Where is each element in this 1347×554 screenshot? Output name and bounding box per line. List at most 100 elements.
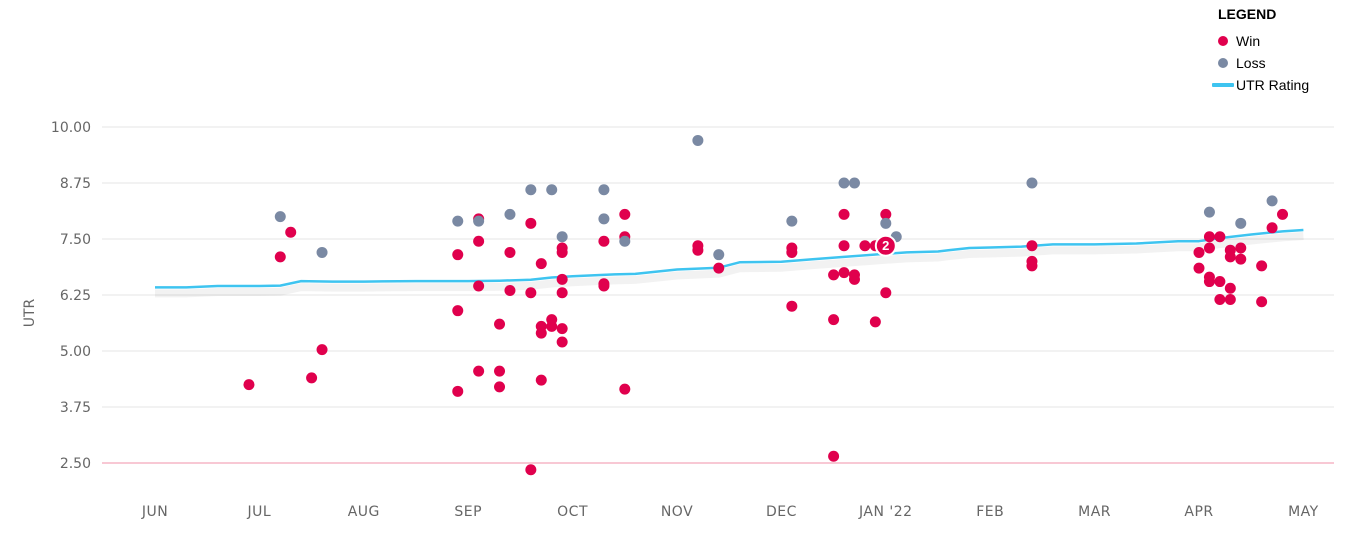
- win-point[interactable]: [525, 217, 537, 229]
- win-point[interactable]: [619, 383, 631, 395]
- win-point[interactable]: [828, 314, 840, 326]
- legend-item-utr-rating[interactable]: UTR Rating: [1210, 74, 1340, 96]
- win-point[interactable]: [713, 262, 725, 274]
- win-point[interactable]: [556, 287, 568, 299]
- loss-point[interactable]: [504, 208, 516, 220]
- win-point[interactable]: [556, 242, 568, 254]
- rating-line-icon: [1212, 83, 1234, 87]
- loss-point[interactable]: [546, 184, 558, 196]
- win-point[interactable]: [494, 381, 506, 393]
- win-point[interactable]: [598, 278, 610, 290]
- win-point[interactable]: [243, 379, 255, 391]
- win-point[interactable]: [546, 314, 558, 326]
- win-point[interactable]: [556, 273, 568, 285]
- win-point[interactable]: [828, 450, 840, 462]
- win-point[interactable]: [1235, 242, 1247, 254]
- win-point[interactable]: [494, 365, 506, 377]
- loss-point[interactable]: [1203, 206, 1215, 218]
- legend-title: LEGEND: [1218, 6, 1277, 22]
- win-point[interactable]: [838, 267, 850, 279]
- loss-point[interactable]: [556, 231, 568, 243]
- win-point[interactable]: [1235, 253, 1247, 265]
- win-point[interactable]: [535, 320, 547, 332]
- win-point[interactable]: [1203, 242, 1215, 254]
- legend-item-win[interactable]: Win: [1210, 30, 1340, 52]
- loss-point[interactable]: [473, 215, 485, 227]
- win-point[interactable]: [556, 336, 568, 348]
- win-point[interactable]: [473, 365, 485, 377]
- loss-point[interactable]: [713, 249, 725, 261]
- loss-point[interactable]: [1235, 217, 1247, 229]
- y-tick-label: 10.00: [51, 120, 91, 136]
- y-tick-label: 2.50: [60, 456, 91, 472]
- loss-point[interactable]: [786, 215, 798, 227]
- loss-point[interactable]: [452, 215, 464, 227]
- win-point[interactable]: [1203, 271, 1215, 283]
- win-point[interactable]: [828, 269, 840, 281]
- win-point[interactable]: [316, 344, 328, 356]
- win-point[interactable]: [1256, 260, 1268, 272]
- win-point[interactable]: [452, 305, 464, 317]
- win-point[interactable]: [786, 242, 798, 254]
- win-point[interactable]: [869, 316, 881, 328]
- win-point[interactable]: [504, 246, 516, 258]
- win-point[interactable]: [1026, 240, 1038, 252]
- win-point[interactable]: [306, 372, 318, 384]
- win-point[interactable]: [1026, 255, 1038, 267]
- win-point[interactable]: [838, 208, 850, 220]
- x-tick-labels: JUN JUL AUG SEP OCT NOV DEC JAN '22 FEB MAR APR MAY: [141, 504, 1318, 520]
- match-points-layer[interactable]: 2: [243, 134, 1289, 476]
- win-point[interactable]: [786, 300, 798, 312]
- loss-point[interactable]: [598, 213, 610, 225]
- loss-point[interactable]: [880, 217, 892, 229]
- win-point[interactable]: [494, 318, 506, 330]
- loss-point[interactable]: [1026, 177, 1038, 189]
- win-point[interactable]: [1224, 293, 1236, 305]
- win-point[interactable]: [1224, 244, 1236, 256]
- win-point[interactable]: [285, 226, 297, 238]
- win-point[interactable]: [1256, 296, 1268, 308]
- win-point[interactable]: [1203, 231, 1215, 243]
- win-point[interactable]: [1224, 282, 1236, 294]
- loss-point[interactable]: [316, 246, 328, 258]
- win-point[interactable]: [880, 208, 892, 220]
- loss-point[interactable]: [598, 184, 610, 196]
- loss-point[interactable]: [619, 235, 631, 247]
- loss-point[interactable]: [525, 184, 537, 196]
- win-point[interactable]: [859, 240, 871, 252]
- win-point[interactable]: [598, 235, 610, 247]
- legend-item-loss[interactable]: Loss: [1210, 52, 1340, 74]
- win-point[interactable]: [525, 287, 537, 299]
- win-point[interactable]: [525, 464, 537, 476]
- win-point[interactable]: [535, 258, 547, 270]
- win-point[interactable]: [838, 240, 850, 252]
- loss-point[interactable]: [274, 211, 286, 223]
- win-point[interactable]: [619, 208, 631, 220]
- win-point[interactable]: [880, 287, 892, 299]
- win-point[interactable]: [473, 280, 485, 292]
- loss-point[interactable]: [838, 177, 850, 189]
- loss-point[interactable]: [1266, 195, 1278, 207]
- win-point[interactable]: [504, 285, 516, 297]
- x-tick-label: APR: [1184, 504, 1213, 520]
- win-point[interactable]: [1214, 276, 1226, 288]
- y-tick-labels: 10.00 8.75 7.50 6.25 5.00 3.75 2.50: [51, 120, 91, 472]
- loss-point[interactable]: [692, 134, 704, 146]
- win-point[interactable]: [556, 323, 568, 335]
- win-point[interactable]: [1266, 222, 1278, 234]
- win-point[interactable]: [274, 251, 286, 263]
- win-point[interactable]: [1193, 246, 1205, 258]
- utr-rating-line: [155, 228, 1304, 289]
- win-point[interactable]: [1214, 231, 1226, 243]
- win-point[interactable]: [473, 235, 485, 247]
- win-point[interactable]: [1277, 208, 1289, 220]
- win-point[interactable]: [452, 249, 464, 261]
- win-point[interactable]: [1193, 262, 1205, 274]
- win-point[interactable]: [1214, 293, 1226, 305]
- cluster-point[interactable]: [874, 234, 897, 257]
- win-point[interactable]: [848, 269, 860, 281]
- win-point[interactable]: [452, 385, 464, 397]
- loss-point[interactable]: [848, 177, 860, 189]
- win-point[interactable]: [535, 374, 547, 386]
- win-point[interactable]: [692, 240, 704, 252]
